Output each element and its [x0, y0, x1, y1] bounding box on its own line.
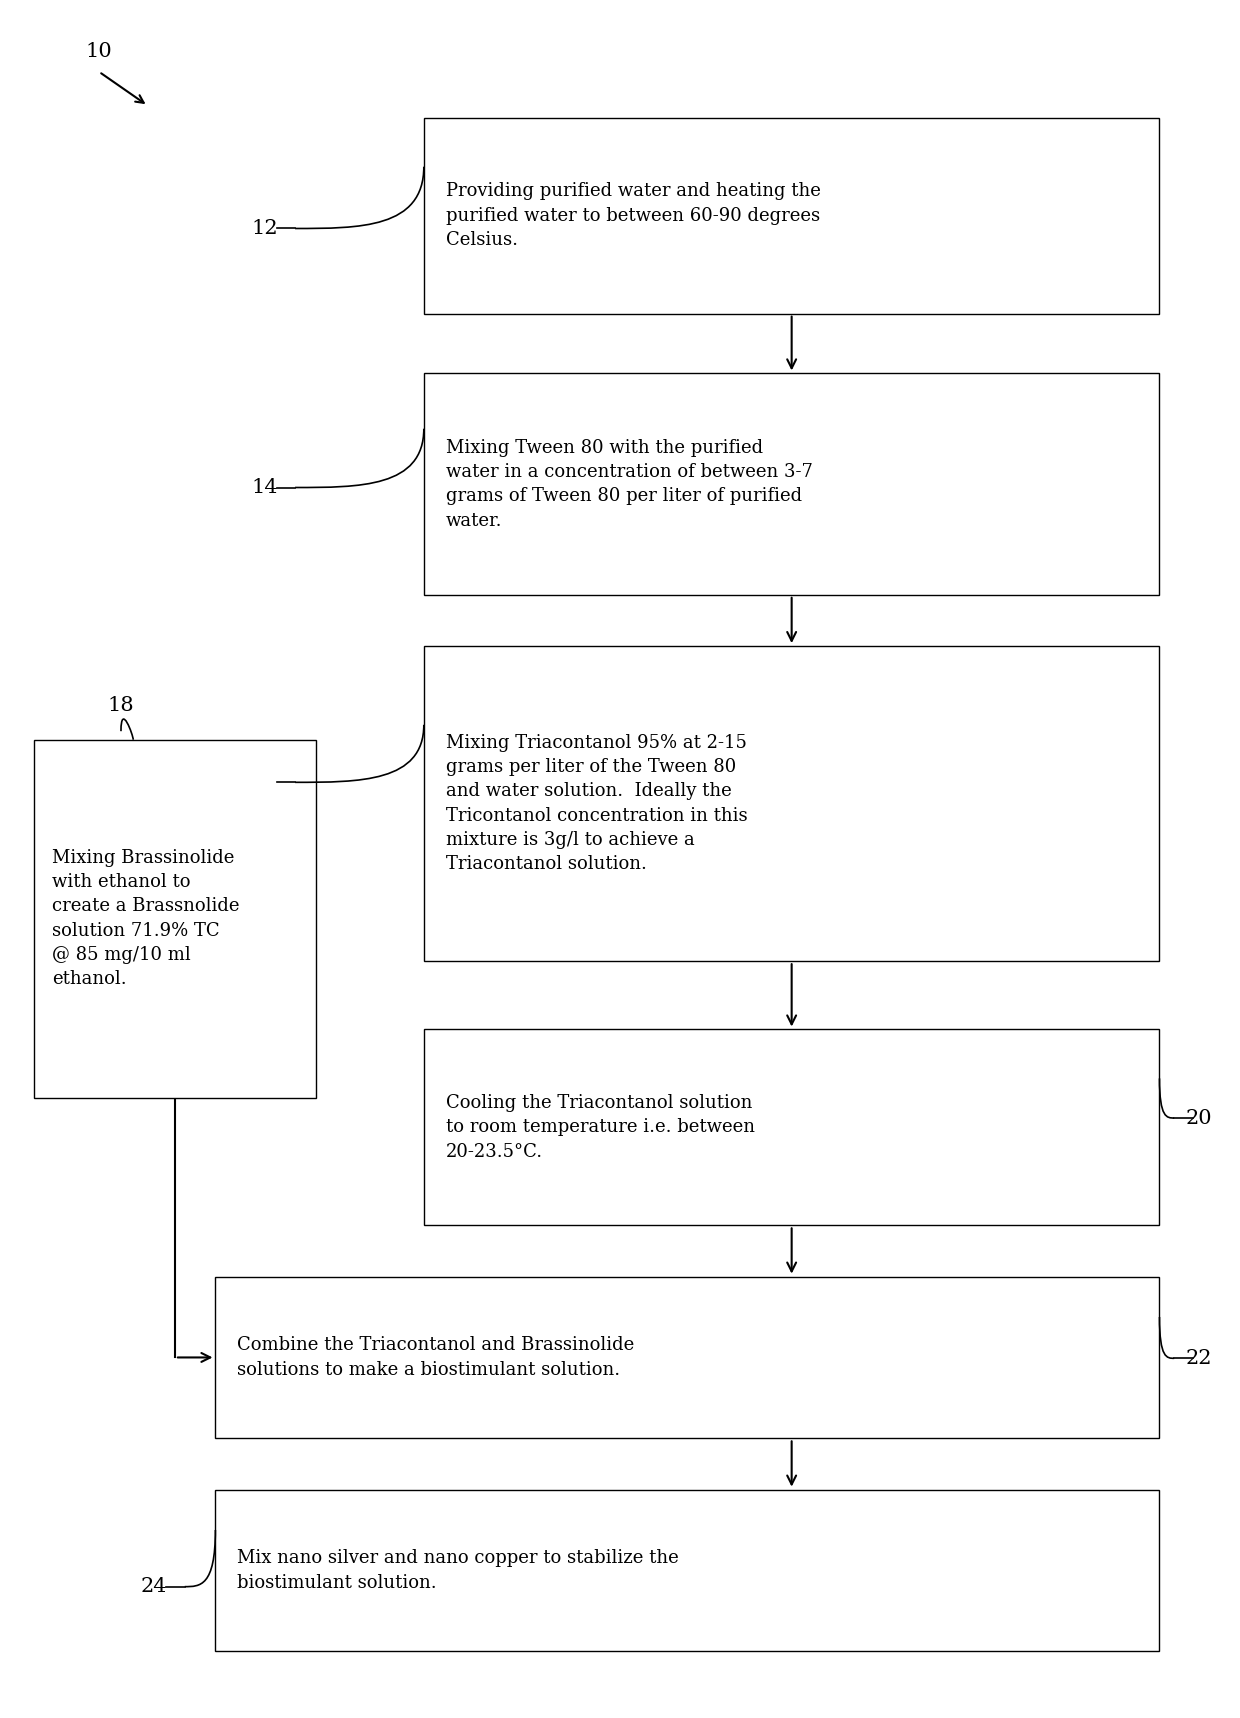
Text: Mixing Tween 80 with the purified
water in a concentration of between 3-7
grams : Mixing Tween 80 with the purified water … — [446, 438, 812, 529]
Text: Providing purified water and heating the
purified water to between 60-90 degrees: Providing purified water and heating the… — [446, 182, 821, 249]
FancyBboxPatch shape — [33, 740, 316, 1098]
Text: Mix nano silver and nano copper to stabilize the
biostimulant solution.: Mix nano silver and nano copper to stabi… — [237, 1550, 680, 1591]
Text: 14: 14 — [252, 478, 278, 497]
FancyBboxPatch shape — [424, 1029, 1159, 1225]
FancyBboxPatch shape — [424, 119, 1159, 314]
Text: 10: 10 — [86, 41, 113, 60]
FancyBboxPatch shape — [424, 373, 1159, 594]
Text: 20: 20 — [1185, 1108, 1211, 1127]
FancyBboxPatch shape — [216, 1490, 1159, 1651]
FancyBboxPatch shape — [216, 1276, 1159, 1438]
Text: Mixing Brassinolide
with ethanol to
create a Brassnolide
solution 71.9% TC
@ 85 : Mixing Brassinolide with ethanol to crea… — [52, 849, 239, 988]
Text: Combine the Triacontanol and Brassinolide
solutions to make a biostimulant solut: Combine the Triacontanol and Brassinolid… — [237, 1337, 635, 1378]
Text: 24: 24 — [141, 1577, 167, 1596]
Text: 22: 22 — [1185, 1349, 1211, 1368]
Text: Cooling the Triacontanol solution
to room temperature i.e. between
20-23.5°C.: Cooling the Triacontanol solution to roo… — [446, 1094, 755, 1161]
Text: Mixing Triacontanol 95% at 2-15
grams per liter of the Tween 80
and water soluti: Mixing Triacontanol 95% at 2-15 grams pe… — [446, 734, 748, 873]
Text: 18: 18 — [108, 696, 134, 715]
Text: 12: 12 — [252, 218, 278, 239]
Text: 16: 16 — [252, 773, 278, 792]
FancyBboxPatch shape — [424, 646, 1159, 962]
